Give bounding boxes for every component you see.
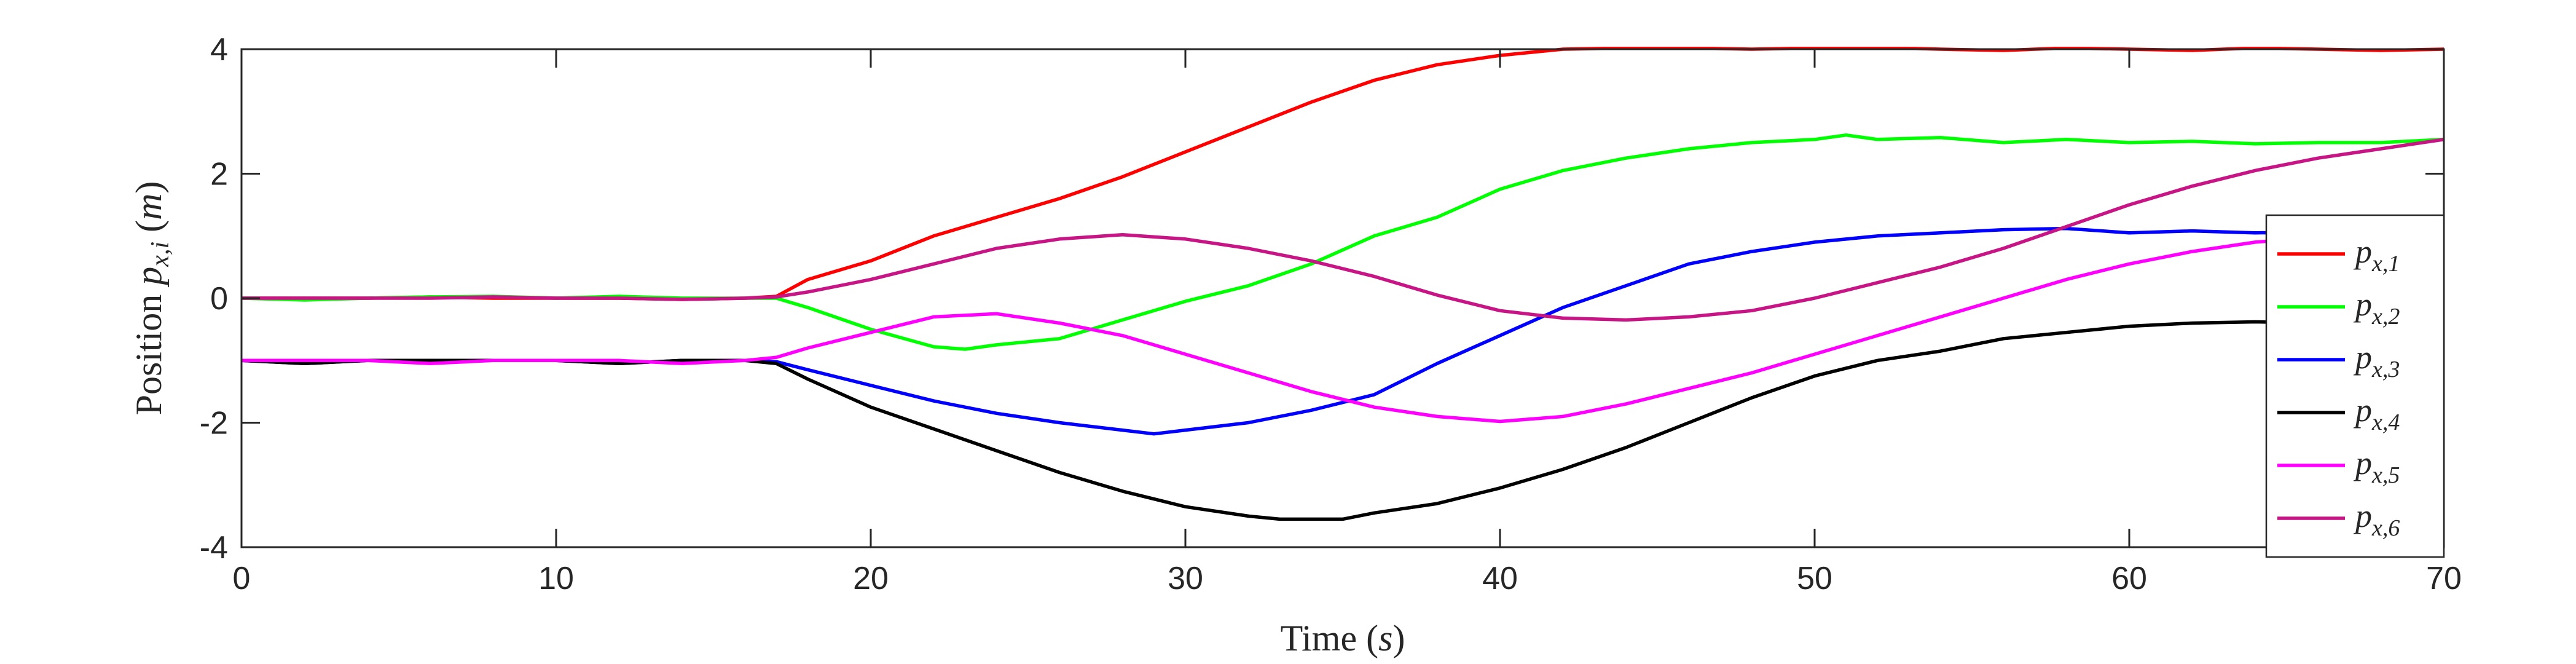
legend-label-4: px,4: [2353, 392, 2400, 435]
legend-label-1: px,1: [2353, 233, 2400, 277]
x-tick-label: 10: [538, 561, 574, 596]
x-tick-label: 50: [1797, 561, 1832, 596]
series-line-3: [242, 226, 2444, 436]
y-tick-label: 0: [210, 281, 228, 317]
legend-label-6: px,6: [2353, 497, 2400, 541]
legend-label-3: px,3: [2353, 339, 2400, 382]
legend: px,1 px,2 px,3 px,4 px,5 px,6: [2265, 214, 2445, 558]
tick-labels: 0 10 20 30 40 50 60 70 -4 -2 0 2 4: [200, 32, 2462, 596]
legend-label-2: px,2: [2353, 286, 2400, 330]
x-tick-label: 30: [1168, 561, 1203, 596]
y-tick-label: 2: [210, 157, 228, 192]
y-tick-label: -2: [200, 406, 228, 441]
series-line-6: [242, 138, 2444, 322]
x-tick-label: 40: [1482, 561, 1518, 596]
legend-box: [2265, 214, 2445, 558]
x-axis-label: Time (s): [1281, 618, 1405, 658]
series-line-1: [242, 47, 2444, 301]
x-tick-label: 0: [233, 561, 251, 596]
y-tick-label: -4: [200, 530, 228, 566]
series-line-4: [242, 320, 2444, 521]
series-line-5: [242, 227, 2444, 424]
series-line-2: [242, 133, 2444, 351]
plot-area: [242, 47, 2444, 521]
x-tick-label: 20: [853, 561, 889, 596]
y-tick-label: 4: [210, 32, 228, 68]
x-tick-label: 60: [2111, 561, 2147, 596]
x-tick-label: 70: [2426, 561, 2462, 596]
y-axis-label: Position px,i (m): [128, 181, 175, 416]
legend-label-5: px,5: [2353, 445, 2400, 488]
